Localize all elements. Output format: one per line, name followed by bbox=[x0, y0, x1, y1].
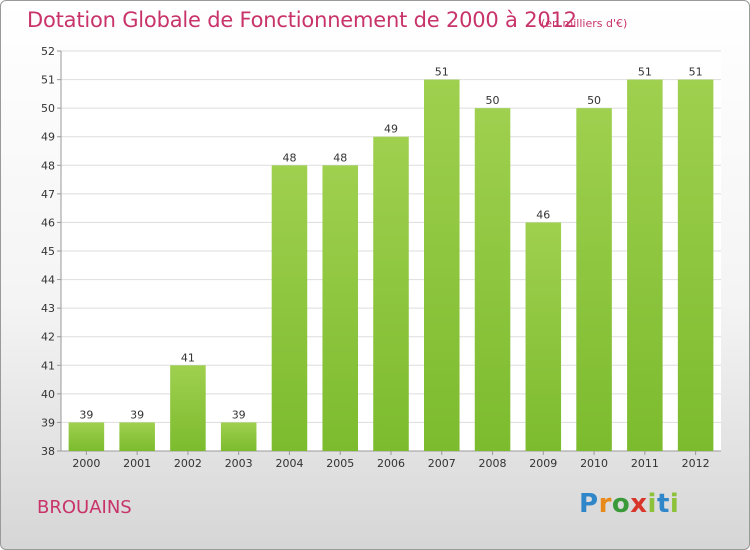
x-tick-label: 2009 bbox=[529, 457, 557, 470]
logo-letter: P bbox=[579, 489, 599, 519]
logo-letter: r bbox=[598, 489, 612, 519]
bar bbox=[119, 422, 155, 451]
data-label: 39 bbox=[130, 408, 144, 421]
chart-title: Dotation Globale de Fonctionnement de 20… bbox=[27, 8, 577, 32]
logo-letter: i bbox=[669, 489, 680, 519]
data-label: 48 bbox=[282, 151, 296, 164]
logo-letter: x bbox=[630, 489, 648, 519]
x-tick-label: 2010 bbox=[580, 457, 608, 470]
y-tick-label: 48 bbox=[41, 159, 55, 172]
data-label: 50 bbox=[486, 94, 500, 107]
x-tick-label: 2004 bbox=[275, 457, 303, 470]
x-tick-label: 2008 bbox=[479, 457, 507, 470]
y-tick-label: 51 bbox=[41, 74, 55, 87]
y-tick-label: 50 bbox=[41, 102, 55, 115]
bar bbox=[220, 422, 257, 451]
x-tick-label: 2005 bbox=[326, 457, 354, 470]
data-label: 51 bbox=[435, 66, 449, 79]
y-tick-label: 45 bbox=[41, 245, 55, 258]
bar bbox=[373, 136, 409, 451]
y-tick-label: 42 bbox=[41, 331, 55, 344]
data-label: 41 bbox=[181, 351, 195, 364]
data-label: 48 bbox=[333, 151, 347, 164]
bar bbox=[68, 422, 105, 451]
y-tick-label: 41 bbox=[41, 359, 55, 372]
bar bbox=[474, 108, 511, 452]
x-tick-label: 2011 bbox=[631, 457, 659, 470]
commune-name: BROUAINS bbox=[37, 497, 132, 518]
x-tick-label: 2012 bbox=[682, 457, 710, 470]
y-tick-label: 43 bbox=[41, 302, 55, 315]
bar bbox=[627, 79, 663, 452]
bar bbox=[677, 79, 714, 452]
data-label: 39 bbox=[79, 408, 93, 421]
data-label: 39 bbox=[232, 408, 246, 421]
bar bbox=[170, 365, 206, 451]
unit-note: (en milliers d'€) bbox=[541, 17, 628, 30]
x-tick-label: 2007 bbox=[428, 457, 456, 470]
x-tick-label: 2002 bbox=[174, 457, 202, 470]
y-tick-label: 44 bbox=[41, 274, 55, 287]
data-label: 50 bbox=[587, 94, 601, 107]
bar bbox=[271, 165, 308, 452]
x-tick-label: 2001 bbox=[123, 457, 151, 470]
y-tick-label: 40 bbox=[41, 388, 55, 401]
data-label: 46 bbox=[536, 208, 550, 221]
x-tick-label: 2003 bbox=[225, 457, 253, 470]
logo-letter: o bbox=[611, 489, 631, 519]
bar bbox=[424, 79, 460, 452]
x-tick-label: 2006 bbox=[377, 457, 405, 470]
y-tick-label: 38 bbox=[41, 445, 55, 458]
bar bbox=[576, 108, 612, 452]
bar bbox=[525, 222, 562, 451]
x-tick-label: 2000 bbox=[72, 457, 100, 470]
y-tick-label: 47 bbox=[41, 188, 55, 201]
data-label: 51 bbox=[638, 66, 652, 79]
logo-letter: i bbox=[647, 489, 657, 519]
data-label: 51 bbox=[689, 66, 703, 79]
y-tick-label: 46 bbox=[41, 216, 55, 229]
y-tick-label: 49 bbox=[41, 131, 55, 144]
y-tick-label: 39 bbox=[41, 416, 55, 429]
data-label: 49 bbox=[384, 123, 398, 136]
bar bbox=[322, 165, 358, 452]
proxiti-logo[interactable]: Proxiti bbox=[579, 489, 679, 519]
logo-letter: t bbox=[656, 489, 670, 519]
y-tick-label: 52 bbox=[41, 45, 55, 58]
